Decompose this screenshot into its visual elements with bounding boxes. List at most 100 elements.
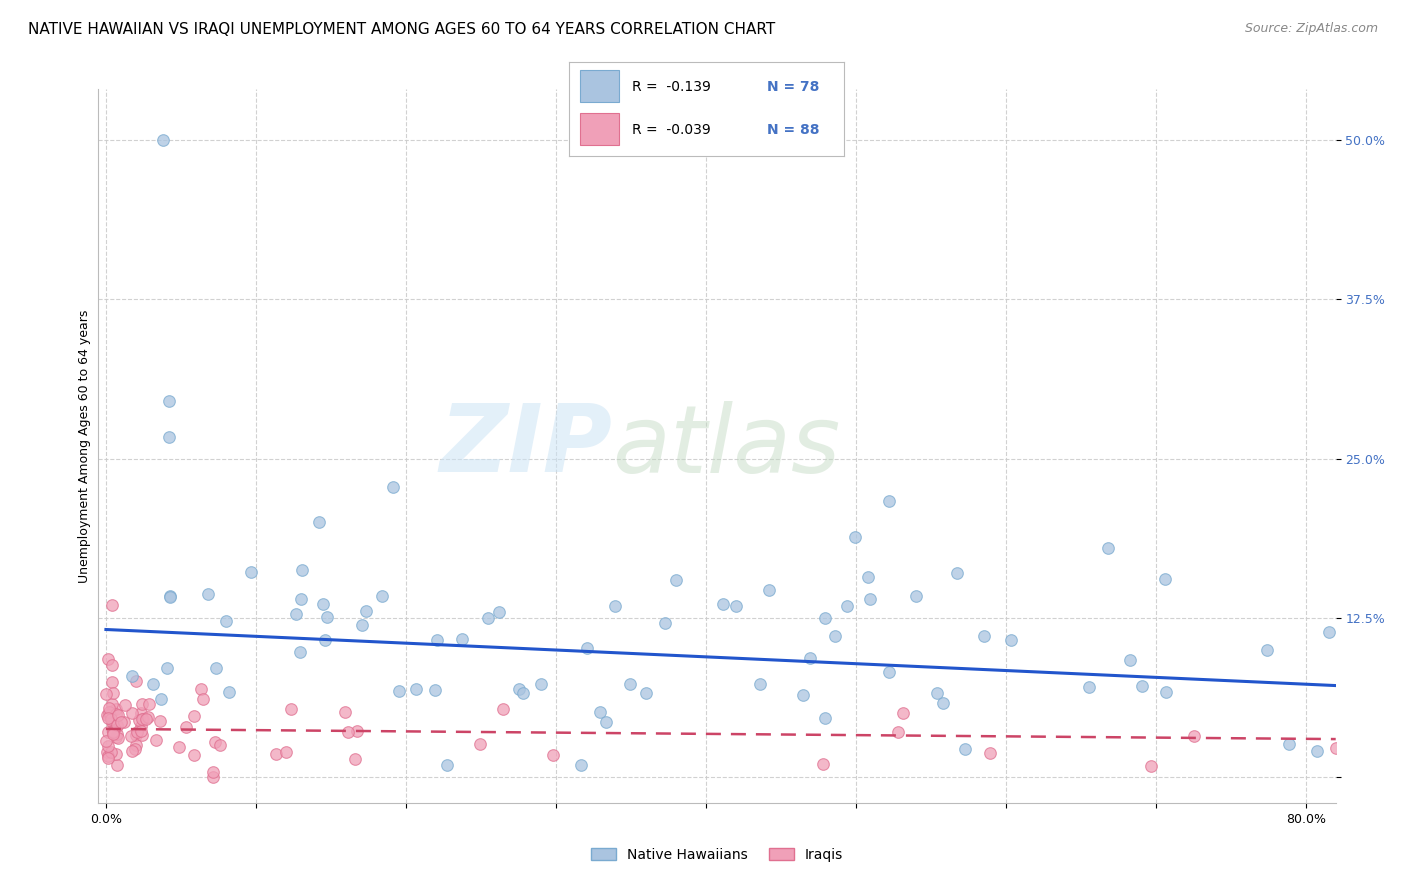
Point [98,710,121,724]
Point [121,669,143,683]
Point [285,607,308,621]
Point [314,632,336,647]
Point [877,665,900,679]
Point [1000,633,1022,648]
Point [201,765,224,780]
Point [107,731,129,746]
Point [315,610,337,624]
Point [110,714,132,729]
Point [145,732,167,747]
Point [595,714,617,729]
Point [159,589,181,603]
Point [131,728,153,742]
Point [96,745,118,759]
Point [202,770,225,784]
Point [125,728,148,742]
Point [94,688,117,702]
Point [101,599,124,613]
Point [131,697,153,711]
Point [436,757,458,772]
Point [132,712,155,726]
Point [758,583,780,598]
Point [152,133,174,147]
Point [112,715,135,730]
Point [105,707,128,722]
Text: R =  -0.039: R = -0.039 [633,123,711,136]
Point [512,686,534,700]
Point [541,747,564,762]
Point [128,714,150,728]
Point [724,599,747,614]
Point [388,683,411,698]
Point [156,661,179,675]
Point [141,677,163,691]
Point [101,657,124,672]
Text: Source: ZipAtlas.com: Source: ZipAtlas.com [1244,22,1378,36]
Point [605,599,627,614]
Point [665,573,688,587]
Point [530,677,553,691]
Point [1130,679,1153,693]
Point [131,706,153,720]
Point [215,614,238,628]
Point [105,747,128,762]
Point [1154,685,1177,699]
Point [190,681,212,696]
Point [336,725,359,739]
Point [125,674,148,689]
Point [239,565,262,579]
Point [569,757,592,772]
Point [814,711,837,725]
Point [96,708,118,723]
Point [101,725,124,739]
Point [149,714,172,728]
Point [264,747,287,761]
Point [891,706,914,721]
Point [619,677,641,691]
Point [97,710,120,724]
Point [97,725,120,739]
Point [101,698,124,712]
Point [100,745,122,759]
Point [291,564,314,578]
Point [492,702,515,716]
Point [100,712,122,726]
Point [157,430,180,444]
Point [107,708,129,723]
Point [973,629,995,643]
Point [127,725,149,739]
Point [101,704,124,718]
Point [97,652,120,666]
Point [488,606,510,620]
Point [405,682,427,697]
Point [105,719,128,733]
Point [352,618,374,632]
Point [150,691,173,706]
Point [343,752,366,766]
Point [856,570,879,584]
Point [654,616,676,631]
Point [589,705,612,719]
Bar [581,70,619,102]
Point [477,611,499,625]
Text: NATIVE HAWAIIAN VS IRAQI UNEMPLOYMENT AMONG AGES 60 TO 64 YEARS CORRELATION CHAR: NATIVE HAWAIIAN VS IRAQI UNEMPLOYMENT AM… [28,22,775,37]
Point [927,686,949,700]
Point [204,735,226,749]
Point [346,723,368,738]
Point [138,697,160,711]
Point [381,479,404,493]
Point [159,591,181,605]
Point [218,684,240,698]
Legend: Native Hawaiians, Iraqis: Native Hawaiians, Iraqis [585,842,849,867]
Point [97,739,120,753]
Point [1119,653,1142,667]
Point [953,742,976,756]
Point [136,710,159,724]
Point [101,714,124,729]
Point [121,706,143,721]
Point [799,651,821,665]
Point [105,758,128,772]
Point [426,632,449,647]
Point [814,611,837,625]
Point [749,677,772,691]
